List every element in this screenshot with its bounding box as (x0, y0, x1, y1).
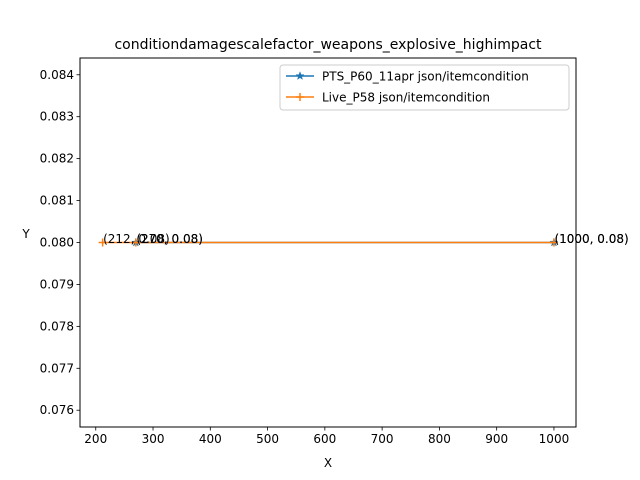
x-tick-label: 700 (371, 432, 394, 446)
y-axis-label: Y (21, 227, 30, 241)
y-axis: 0.076 0.077 0.078 0.079 0.080 0.081 0.082 0.083… (40, 68, 80, 417)
y-tick-label: 0.076 (40, 403, 74, 417)
data-label: (270, 0.08) (136, 232, 203, 246)
legend-swatch-marker (295, 71, 305, 81)
x-tick-label: 800 (428, 432, 451, 446)
series-2-point (131, 238, 140, 247)
x-tick-label: 600 (313, 432, 336, 446)
x-axis: 200 300 400 500 600 700 800 900 1000 (84, 427, 569, 446)
data-label: (270, 0.08) (136, 232, 203, 246)
chart-title: conditiondamagescalefactor_weapons_explo… (114, 37, 542, 53)
legend-label: Live_P58 json/itemcondition (322, 91, 490, 105)
legend-entry: Live_P58 json/itemcondition (286, 91, 490, 105)
y-tick-label: 0.084 (40, 68, 74, 82)
x-tick-label: 900 (485, 432, 508, 446)
x-tick-label: 300 (142, 432, 165, 446)
y-tick-label: 0.080 (40, 236, 74, 250)
series-2 (98, 238, 558, 247)
data-label: (1000, 0.08) (554, 232, 628, 246)
y-tick-label: 0.081 (40, 194, 74, 208)
y-tick-label: 0.082 (40, 152, 74, 166)
legend: PTS_P60_11apr json/itemcondition Live_P58… (279, 64, 570, 111)
legend-entry: PTS_P60_11apr json/itemcondition (286, 70, 529, 84)
plot-content: (270, 0.08) (1000, 0.08)(212, 0.08)(270, … (98, 232, 629, 247)
x-tick-label: 500 (256, 432, 279, 446)
legend-label: PTS_P60_11apr json/itemcondition (322, 70, 529, 84)
series-2-point (549, 238, 558, 247)
y-tick-label: 0.077 (40, 361, 74, 375)
y-tick-label: 0.078 (40, 319, 74, 333)
x-tick-label: 400 (199, 432, 222, 446)
legend-swatch-marker (296, 93, 304, 101)
x-tick-label: 1000 (539, 432, 570, 446)
data-label: (1000, 0.08) (554, 232, 628, 246)
x-axis-label: X (324, 456, 332, 470)
legend-box (279, 64, 570, 111)
data-label: (212, 0.08) (103, 232, 170, 246)
y-tick-label: 0.079 (40, 277, 74, 291)
x-tick-label: 200 (84, 432, 107, 446)
y-tick-label: 0.083 (40, 110, 74, 124)
series-2-point (98, 238, 107, 247)
